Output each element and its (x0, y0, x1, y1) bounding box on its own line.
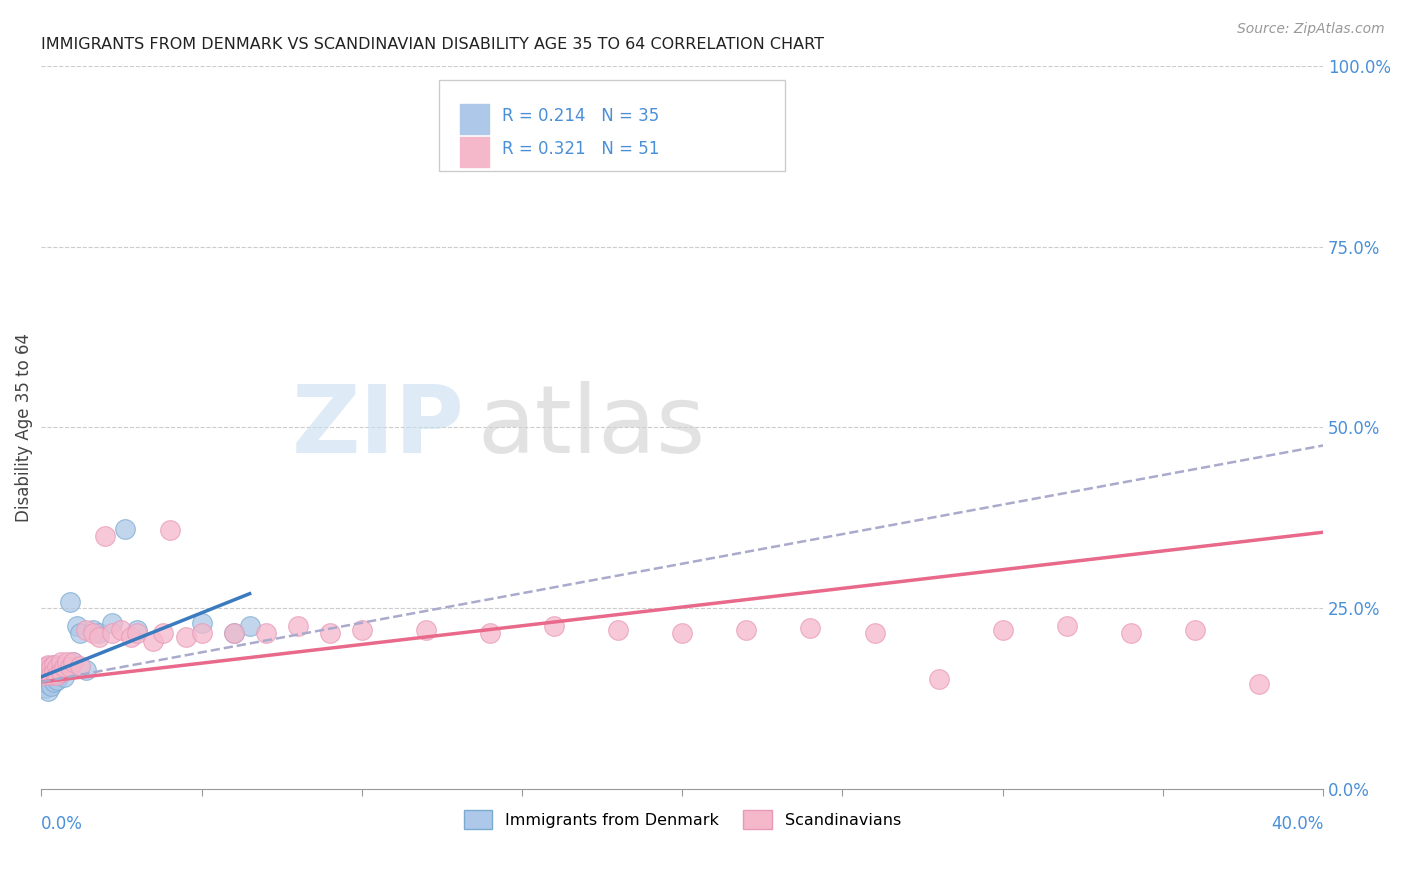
Point (120, 630, 142, 644)
Text: ZIP: ZIP (291, 382, 464, 474)
Point (46, 660, 69, 674)
Point (30, 663, 52, 677)
Point (62, 656, 84, 670)
Text: R = 0.214   N = 35: R = 0.214 N = 35 (502, 107, 659, 125)
Point (44, 657, 66, 672)
Point (37, 667, 59, 681)
Point (863, 626, 886, 640)
Point (478, 626, 501, 640)
Point (49, 657, 72, 672)
Point (52, 660, 75, 674)
Point (59, 595, 82, 609)
Point (222, 626, 245, 640)
Point (44, 666, 66, 681)
Point (34, 663, 56, 677)
Point (101, 615, 124, 630)
Point (607, 623, 630, 637)
Y-axis label: Disability Age 35 to 64: Disability Age 35 to 64 (15, 333, 32, 522)
Point (69, 626, 91, 640)
Text: Source: ZipAtlas.com: Source: ZipAtlas.com (1237, 22, 1385, 37)
Point (190, 615, 212, 630)
Point (222, 626, 245, 640)
Text: R = 0.321   N = 51: R = 0.321 N = 51 (502, 140, 659, 158)
Point (174, 630, 197, 644)
Point (62, 656, 84, 670)
Point (44, 674, 66, 689)
Point (735, 623, 758, 637)
Text: 40.0%: 40.0% (1271, 814, 1323, 832)
Point (49, 656, 72, 670)
Point (190, 626, 212, 640)
Point (69, 659, 91, 673)
Point (39, 660, 62, 674)
Point (37, 657, 59, 672)
Point (34, 681, 56, 695)
Point (46, 667, 69, 681)
Bar (461, 103, 489, 134)
Point (87, 630, 110, 644)
Bar (461, 137, 489, 168)
Legend: Immigrants from Denmark, Scandinavians: Immigrants from Denmark, Scandinavians (457, 804, 907, 835)
Text: atlas: atlas (477, 382, 706, 474)
Point (37, 659, 59, 673)
Point (1119, 626, 1142, 640)
Point (127, 623, 149, 637)
Point (65, 619, 87, 633)
Point (30, 670, 52, 684)
Point (39, 670, 62, 684)
Point (110, 623, 132, 637)
FancyBboxPatch shape (439, 80, 785, 170)
Point (991, 623, 1014, 637)
Point (319, 626, 342, 640)
Point (34, 673, 56, 688)
Point (49, 666, 72, 681)
Point (39, 679, 62, 693)
Point (543, 619, 565, 633)
Point (37, 665, 59, 679)
Point (254, 626, 277, 640)
Point (46, 665, 69, 679)
Point (44, 665, 66, 679)
Point (59, 660, 82, 674)
Point (37, 677, 59, 691)
Point (94, 529, 117, 543)
Text: 0.0%: 0.0% (41, 814, 83, 832)
Point (82, 626, 104, 640)
Point (142, 633, 165, 648)
Point (671, 626, 693, 640)
Point (56, 656, 79, 670)
Point (34, 667, 56, 681)
Point (159, 523, 181, 537)
Point (239, 619, 262, 633)
Point (1056, 619, 1078, 633)
Point (415, 623, 437, 637)
Point (1247, 677, 1270, 691)
Point (56, 660, 79, 674)
Point (46, 673, 69, 688)
Point (37, 684, 59, 698)
Point (30, 674, 52, 689)
Point (52, 670, 75, 684)
Point (52, 663, 75, 677)
Text: IMMIGRANTS FROM DENMARK VS SCANDINAVIAN DISABILITY AGE 35 TO 64 CORRELATION CHAR: IMMIGRANTS FROM DENMARK VS SCANDINAVIAN … (41, 37, 824, 53)
Point (799, 621, 821, 635)
Point (82, 623, 104, 637)
Point (350, 623, 373, 637)
Point (49, 665, 72, 679)
Point (101, 626, 124, 640)
Point (1184, 623, 1206, 637)
Point (75, 663, 97, 677)
Point (39, 667, 62, 681)
Point (34, 660, 56, 674)
Point (928, 672, 950, 686)
Point (87, 626, 110, 640)
Point (114, 522, 136, 536)
Point (44, 657, 66, 672)
Point (287, 619, 309, 633)
Point (127, 626, 149, 640)
Point (152, 626, 174, 640)
Point (75, 623, 97, 637)
Point (39, 660, 62, 674)
